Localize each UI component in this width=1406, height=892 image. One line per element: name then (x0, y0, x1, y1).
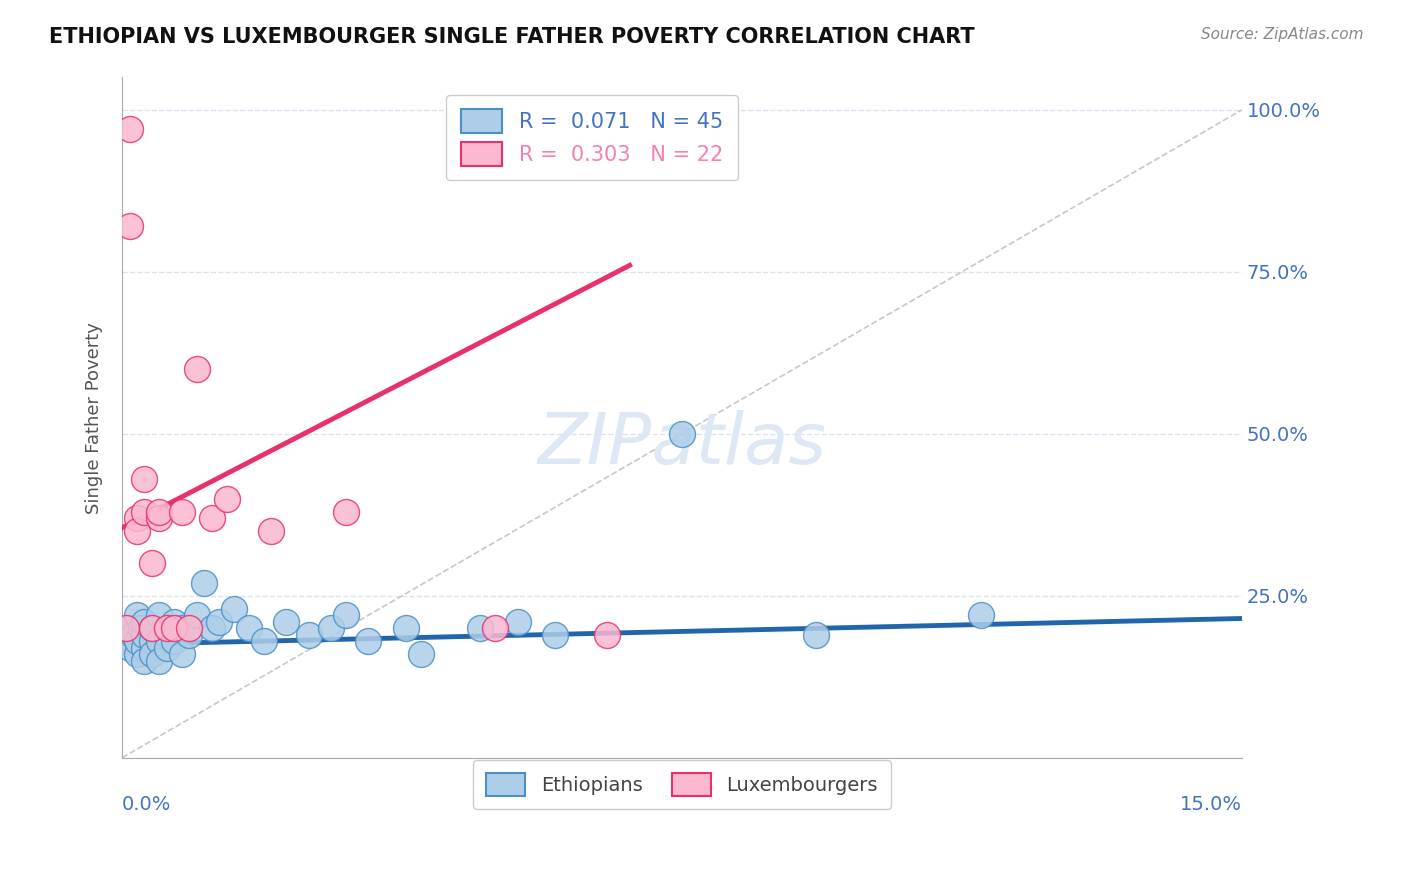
Point (260, 524, 283, 538)
Point (114, 621, 136, 635)
Point (222, 601, 245, 615)
Point (125, 511, 148, 525)
Point (506, 615, 529, 629)
Point (148, 505, 170, 519)
Point (163, 615, 186, 629)
Point (129, 621, 152, 635)
Point (134, 628, 156, 642)
Text: 15.0%: 15.0% (1180, 795, 1241, 814)
Point (118, 122, 141, 136)
Point (148, 608, 170, 623)
Point (125, 524, 148, 538)
Point (114, 634, 136, 648)
Point (141, 647, 163, 661)
Point (201, 621, 224, 635)
Point (125, 647, 148, 661)
Point (179, 628, 201, 642)
Point (544, 628, 567, 642)
Point (298, 628, 321, 642)
Point (357, 634, 380, 648)
Point (134, 472, 156, 486)
Point (253, 634, 276, 648)
Point (156, 621, 179, 635)
Text: ZIPatlas: ZIPatlas (537, 410, 827, 479)
Point (170, 647, 193, 661)
Y-axis label: Single Father Poverty: Single Father Poverty (86, 322, 103, 514)
Point (186, 608, 208, 623)
Point (170, 621, 193, 635)
Point (118, 219, 141, 234)
Point (125, 608, 148, 623)
Point (122, 628, 145, 642)
Point (170, 505, 193, 519)
Legend: Ethiopians, Luxembourgers: Ethiopians, Luxembourgers (472, 760, 891, 809)
Point (484, 621, 506, 635)
Point (470, 621, 492, 635)
Point (395, 621, 418, 635)
Point (806, 628, 828, 642)
Point (118, 640, 141, 655)
Point (141, 634, 163, 648)
Point (148, 654, 170, 668)
Point (148, 511, 170, 525)
Point (134, 615, 156, 629)
Point (201, 511, 224, 525)
Point (141, 557, 163, 571)
Point (156, 640, 179, 655)
Point (215, 491, 238, 506)
Text: ETHIOPIAN VS LUXEMBOURGER SINGLE FATHER POVERTY CORRELATION CHART: ETHIOPIAN VS LUXEMBOURGER SINGLE FATHER … (49, 27, 974, 46)
Point (319, 621, 342, 635)
Text: Source: ZipAtlas.com: Source: ZipAtlas.com (1201, 27, 1364, 42)
Point (118, 621, 141, 635)
Point (335, 608, 357, 623)
Point (409, 647, 432, 661)
Point (141, 621, 163, 635)
Point (148, 634, 170, 648)
Point (134, 654, 156, 668)
Point (193, 575, 215, 590)
Point (276, 615, 298, 629)
Point (208, 615, 231, 629)
Point (134, 505, 156, 519)
Point (156, 628, 179, 642)
Point (179, 621, 201, 635)
Point (238, 621, 260, 635)
Point (163, 621, 186, 635)
Point (186, 362, 208, 376)
Point (141, 621, 163, 635)
Point (969, 608, 991, 623)
Text: 0.0%: 0.0% (122, 795, 172, 814)
Point (134, 640, 156, 655)
Point (671, 426, 693, 441)
Point (163, 634, 186, 648)
Point (596, 628, 619, 642)
Point (335, 505, 357, 519)
Point (125, 634, 148, 648)
